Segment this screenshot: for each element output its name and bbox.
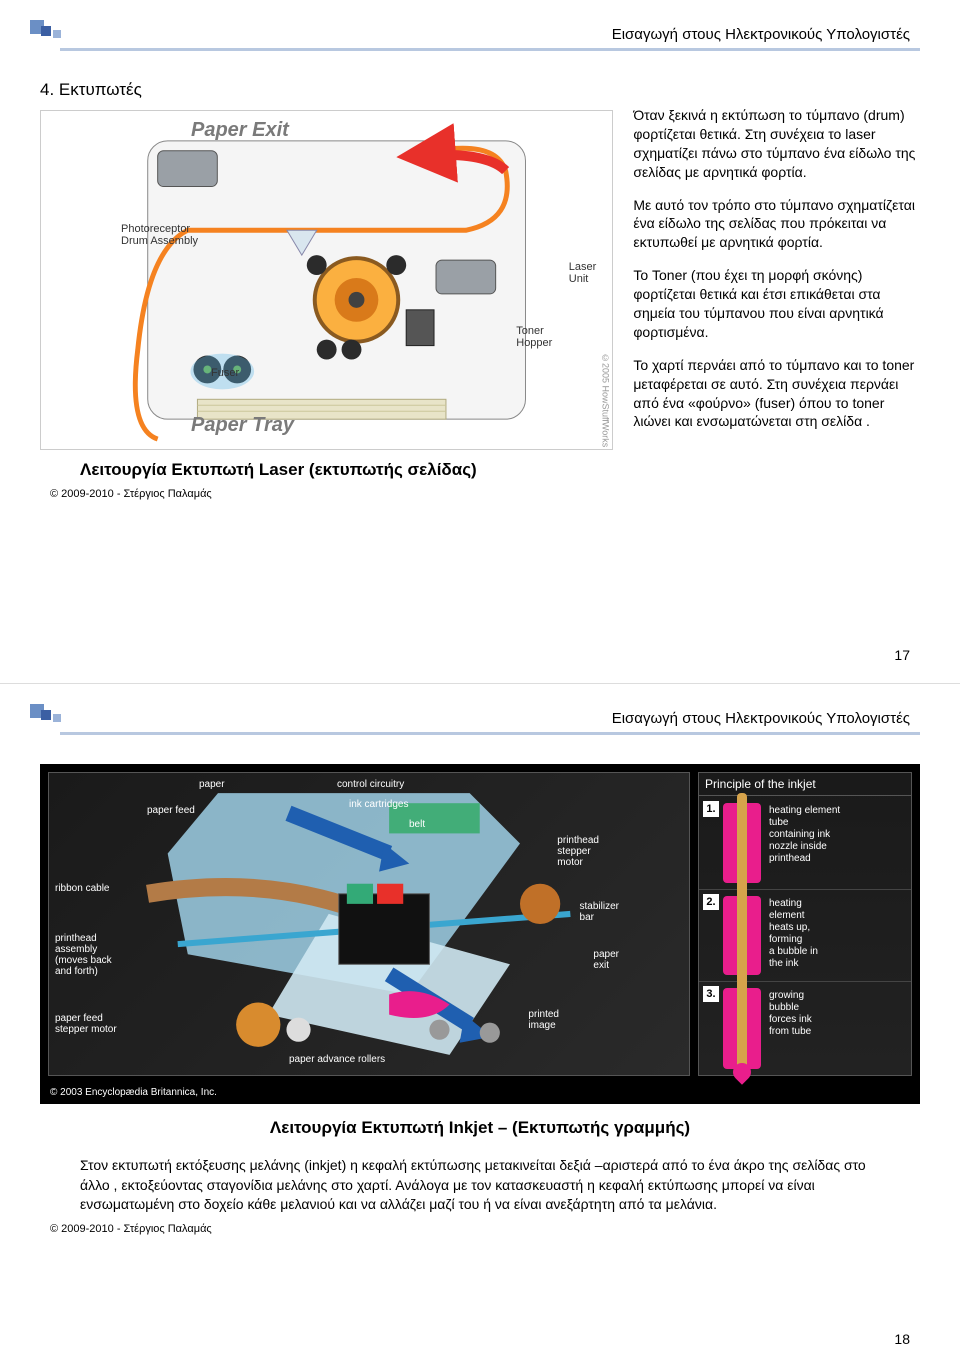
label-ph-motor: printhead stepper motor [557,835,599,868]
section-title: 4. Εκτυπωτές [40,80,613,100]
diagram-copyright: ©2005 HowStuffWorks [600,353,610,447]
slide2-caption: Λειτουργία Εκτυπωτή Inkjet – (Εκτυπωτής … [40,1118,920,1138]
label-stabilizer: stabilizer bar [580,901,619,923]
decorative-squares [30,20,61,38]
label-paper-exit: paper exit [593,949,619,971]
inkjet-principle-panel: Principle of the inkjet 1. heating eleme… [698,772,912,1076]
slide2-footer: © 2009-2010 - Στέργιος Παλαμάς [50,1223,920,1235]
slide2-body: Στον εκτυπωτή εκτόξευσης μελάνης (inkjet… [80,1156,880,1215]
step2-text: heating element heats up, forming a bubb… [769,898,903,970]
header-underline [60,732,920,735]
label-paper: paper [199,779,225,790]
label-ink-cartridges: ink cartridges [349,799,408,810]
label-laser-unit: Laser Unit [569,261,597,285]
principle-step-2: 2. heating element heats up, forming a b… [699,890,911,983]
description-column: Όταν ξεκινά η εκτύπωση το τύμπανο (drum)… [633,80,920,450]
paragraph-1: Όταν ξεκινά η εκτύπωση το τύμπανο (drum)… [633,106,920,182]
principle-title: Principle of the inkjet [699,773,911,796]
label-toner-hopper: Toner Hopper [516,325,552,349]
label-photoreceptor: Photoreceptor Drum Assembly [121,223,198,247]
inkjet-diagram: paper paper feed ribbon cable printhead … [40,764,920,1104]
label-paper-tray: Paper Tray [191,414,294,437]
label-printhead-assembly: printhead assembly (moves back and forth… [55,933,112,977]
slide1-pagenum: 17 [894,647,910,663]
paragraph-3: Το Toner (που έχει τη μορφή σκόνης) φορτ… [633,266,920,342]
label-belt: belt [409,819,425,830]
label-paper-exit: Paper Exit [191,119,289,142]
paragraph-4: Το χαρτί περνάει από το τύμπανο και το t… [633,356,920,432]
step1-text: heating element tube containing ink nozz… [769,805,903,865]
step3-text: growing bubble forces ink from tube [769,990,903,1038]
principle-step-1: 1. heating element tube containing ink n… [699,797,911,890]
slide-header: Εισαγωγή στους Ηλεκτρονικούς Υπολογιστές [612,26,910,43]
label-fuser: Fuser [211,367,239,379]
slide-laser-printer: Εισαγωγή στους Ηλεκτρονικούς Υπολογιστές… [0,0,960,683]
paragraph-2: Με αυτό τον τρόπο στο τύμπανο σχηματίζετ… [633,196,920,253]
slide1-footer: © 2009-2010 - Στέργιος Παλαμάς [50,488,920,500]
label-pf-motor: paper feed stepper motor [55,1013,117,1035]
label-paper-rollers: paper advance rollers [289,1054,385,1065]
label-paper-feed: paper feed [147,805,195,816]
header-underline [60,48,920,51]
inkjet-copyright: © 2003 Encyclopædia Britannica, Inc. [50,1087,217,1098]
label-printed-image: printed image [528,1009,559,1031]
slide1-caption: Λειτουργία Εκτυπωτή Laser (εκτυπωτής σελ… [80,460,920,480]
principle-step-3: 3. growing bubble forces ink from tube [699,982,911,1075]
slide-header: Εισαγωγή στους Ηλεκτρονικούς Υπολογιστές [612,710,910,727]
slide2-pagenum: 18 [894,1331,910,1347]
laser-printer-diagram: Paper Exit Photoreceptor Drum Assembly L… [40,110,613,450]
decorative-squares [30,704,61,722]
label-ribbon-cable: ribbon cable [55,883,109,894]
slide-inkjet-printer: Εισαγωγή στους Ηλεκτρονικούς Υπολογιστές [0,683,960,1367]
label-control-circuitry: control circuitry [337,779,404,790]
